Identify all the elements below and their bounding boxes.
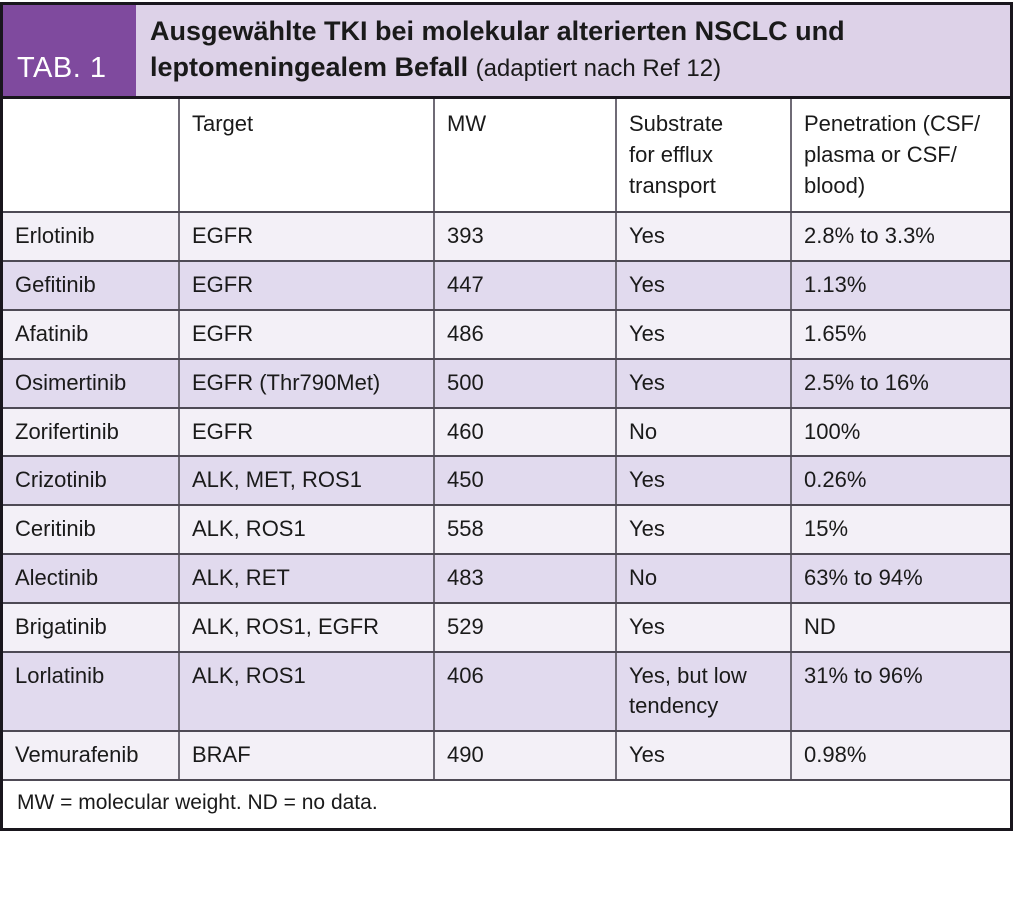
substrate-cell: Yes — [615, 731, 791, 781]
drug-name-cell: Afatinib — [3, 309, 179, 360]
table-row: Erlotinib EGFR 393 Yes 2.8% to 3.3% — [3, 212, 1010, 263]
drug-name-cell: Zorifertinib — [3, 407, 179, 458]
table-row: Vemurafenib BRAF 490 Yes 0.98% — [3, 731, 1010, 781]
mw-cell: 558 — [433, 505, 616, 555]
target-cell: ALK, ROS1 — [178, 651, 434, 733]
target-cell: BRAF — [178, 731, 434, 781]
penetration-cell: 2.5% to 16% — [790, 358, 1010, 409]
target-cell: ALK, ROS1 — [178, 505, 434, 555]
substrate-cell: No — [615, 407, 791, 458]
drug-name-cell: Osimertinib — [3, 358, 179, 409]
penetration-cell: 0.98% — [790, 731, 1010, 781]
penetration-cell: ND — [790, 602, 1010, 653]
target-cell: EGFR (Thr790Met) — [178, 358, 434, 409]
substrate-cell: No — [615, 553, 791, 604]
drug-name-cell: Crizotinib — [3, 456, 179, 507]
drug-name-cell: Alectinib — [3, 553, 179, 604]
mw-cell: 500 — [433, 358, 616, 409]
figure-title-line1: Ausgewählte TKI bei molekular alterierte… — [150, 16, 845, 46]
title-band: TAB. 1 Ausgewählte TKI bei molekular alt… — [3, 5, 1010, 99]
table-row: Crizotinib ALK, MET, ROS1 450 Yes 0.26% — [3, 456, 1010, 507]
target-cell: ALK, RET — [178, 553, 434, 604]
drug-name-cell: Ceritinib — [3, 505, 179, 555]
penetration-cell: 100% — [790, 407, 1010, 458]
table-row: Ceritinib ALK, ROS1 558 Yes 15% — [3, 505, 1010, 555]
tki-table-figure: TAB. 1 Ausgewählte TKI bei molekular alt… — [0, 2, 1013, 831]
penetration-cell: 2.8% to 3.3% — [790, 212, 1010, 263]
drug-name-cell: Brigatinib — [3, 602, 179, 653]
substrate-cell: Yes, but low tendency — [615, 651, 791, 733]
substrate-cell: Yes — [615, 261, 791, 311]
mw-cell: 406 — [433, 651, 616, 733]
target-cell: EGFR — [178, 212, 434, 263]
table-footnote: MW = molecular weight. ND = no data. — [3, 780, 1010, 828]
substrate-cell: Yes — [615, 212, 791, 263]
substrate-cell: Yes — [615, 602, 791, 653]
table-row: Alectinib ALK, RET 483 No 63% to 94% — [3, 553, 1010, 604]
penetration-cell: 31% to 96% — [790, 651, 1010, 733]
penetration-cell: 0.26% — [790, 456, 1010, 507]
target-cell: EGFR — [178, 407, 434, 458]
drug-name-cell: Erlotinib — [3, 212, 179, 263]
mw-cell: 447 — [433, 261, 616, 311]
mw-cell: 483 — [433, 553, 616, 604]
column-header-penetration: Penetration (CSF/ plasma or CSF/ blood) — [790, 99, 1010, 214]
mw-cell: 486 — [433, 309, 616, 360]
tki-table: Target MW Substrate for efflux transport… — [3, 99, 1010, 781]
drug-name-cell: Vemurafenib — [3, 731, 179, 781]
figure-title-line2: leptomeningealem Befall — [150, 51, 476, 82]
table-row: Osimertinib EGFR (Thr790Met) 500 Yes 2.5… — [3, 358, 1010, 409]
header-row: Target MW Substrate for efflux transport… — [3, 99, 1010, 214]
column-header-mw: MW — [433, 99, 616, 214]
table-row: Gefitinib EGFR 447 Yes 1.13% — [3, 261, 1010, 311]
substrate-cell: Yes — [615, 505, 791, 555]
mw-cell: 460 — [433, 407, 616, 458]
mw-cell: 393 — [433, 212, 616, 263]
column-header-drug — [3, 99, 179, 214]
table-row: Zorifertinib EGFR 460 No 100% — [3, 407, 1010, 458]
table-row: Lorlatinib ALK, ROS1 406 Yes, but low te… — [3, 651, 1010, 733]
target-cell: ALK, MET, ROS1 — [178, 456, 434, 507]
column-header-substrate: Substrate for efflux transport — [615, 99, 791, 214]
mw-cell: 490 — [433, 731, 616, 781]
figure-title-note: (adaptiert nach Ref 12) — [475, 54, 722, 82]
table-row: Afatinib EGFR 486 Yes 1.65% — [3, 309, 1010, 360]
drug-name-cell: Gefitinib — [3, 261, 179, 311]
target-cell: EGFR — [178, 309, 434, 360]
target-cell: EGFR — [178, 261, 434, 311]
target-cell: ALK, ROS1, EGFR — [178, 602, 434, 653]
penetration-cell: 63% to 94% — [790, 553, 1010, 604]
figure-title: Ausgewählte TKI bei molekular alterierte… — [136, 5, 1010, 96]
penetration-cell: 15% — [790, 505, 1010, 555]
drug-name-cell: Lorlatinib — [3, 651, 179, 733]
penetration-cell: 1.65% — [790, 309, 1010, 360]
column-header-target: Target — [178, 99, 434, 214]
mw-cell: 529 — [433, 602, 616, 653]
penetration-cell: 1.13% — [790, 261, 1010, 311]
mw-cell: 450 — [433, 456, 616, 507]
table-row: Brigatinib ALK, ROS1, EGFR 529 Yes ND — [3, 602, 1010, 653]
substrate-cell: Yes — [615, 358, 791, 409]
table-number-badge: TAB. 1 — [3, 5, 136, 96]
substrate-cell: Yes — [615, 309, 791, 360]
substrate-cell: Yes — [615, 456, 791, 507]
table-number-label: TAB. 1 — [17, 52, 107, 84]
